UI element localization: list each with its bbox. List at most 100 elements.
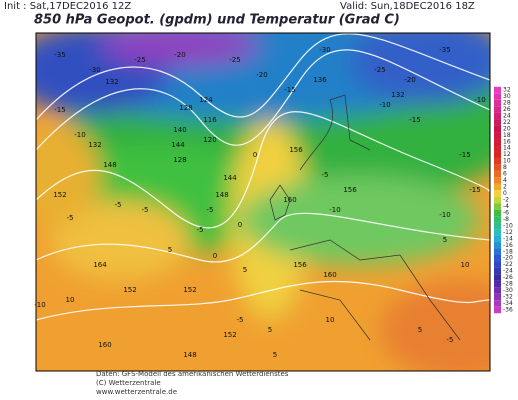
contour-label: 152 <box>183 286 196 294</box>
contour-label: 164 <box>93 261 107 269</box>
colorbar-label: 24 <box>503 112 511 119</box>
contour-label: -10 <box>329 206 340 214</box>
map <box>36 33 490 371</box>
contour-label: -15 <box>54 106 65 114</box>
contour-label: -35 <box>54 51 65 59</box>
colorbar-label: -32 <box>503 294 513 301</box>
colorbar-label: -6 <box>503 209 509 216</box>
contour-label: 5 <box>418 326 422 334</box>
colorbar-swatch <box>494 287 501 294</box>
colorbar-swatch <box>494 229 501 236</box>
colorbar-swatch <box>494 157 501 165</box>
footer-copyright: (C) Wetterzentrale <box>96 379 161 387</box>
contour-label: 148 <box>103 161 116 169</box>
colorbar-swatch <box>494 99 501 107</box>
contour-label: 156 <box>289 146 303 154</box>
colorbar-label: -16 <box>503 242 513 249</box>
contour-label: -25 <box>134 56 145 64</box>
contour-label: -25 <box>229 56 240 64</box>
contour-label: 0 <box>238 221 242 229</box>
contour-label: -10 <box>74 131 85 139</box>
contour-label: -5 <box>237 316 244 324</box>
contour-label: -15 <box>469 186 480 194</box>
contour-label: 124 <box>199 96 213 104</box>
contour-label: 5 <box>268 326 272 334</box>
colorbar-swatch <box>494 164 501 171</box>
footer-data: Daten: GFS-Modell des amerikanischen Wet… <box>96 370 289 378</box>
colorbar-label: 14 <box>503 145 511 152</box>
contour-label: 120 <box>203 136 216 144</box>
map-frame <box>35 32 491 372</box>
contour-label: 10 <box>66 296 75 304</box>
colorbar-label: -12 <box>503 229 513 236</box>
contour-label: -5 <box>447 336 454 344</box>
contour-label: 152 <box>123 286 136 294</box>
contour-label: -5 <box>115 201 122 209</box>
colorbar-swatch <box>494 177 501 184</box>
contour-label: 128 <box>173 156 186 164</box>
colorbar-swatch <box>494 306 501 314</box>
contour-label: -25 <box>374 66 385 74</box>
colorbar-swatch <box>494 300 501 307</box>
colorbar-swatch <box>494 209 501 217</box>
colorbar-label: -2 <box>503 197 509 204</box>
colorbar-swatch <box>494 125 501 133</box>
contour-label: 5 <box>168 246 172 254</box>
contour-label: 160 <box>283 196 296 204</box>
colorbar-swatch <box>494 119 501 126</box>
colorbar-swatch <box>494 145 501 152</box>
valid-time: Valid: Sun,18DEC2016 18Z <box>340 1 475 12</box>
colorbar-label: -28 <box>503 281 513 288</box>
contour-label: -10 <box>439 211 450 219</box>
contour-label: -15 <box>459 151 470 159</box>
contour-label: 144 <box>223 174 237 182</box>
colorbar-swatch <box>494 242 501 249</box>
contour-label: -20 <box>256 71 267 79</box>
contour-label: -10 <box>34 301 45 309</box>
contour-label: -5 <box>207 206 214 214</box>
colorbar-label: -14 <box>503 235 513 242</box>
colorbar-swatch <box>494 138 501 145</box>
colorbar-label: 30 <box>503 93 511 100</box>
contour-label: -15 <box>284 86 295 94</box>
footer-url: www.wetterzentrale.de <box>96 388 177 396</box>
contour-label: 152 <box>223 331 236 339</box>
colorbar-swatch <box>494 293 501 301</box>
contour-label: -5 <box>322 171 329 179</box>
colorbar-label: 32 <box>503 87 511 94</box>
colorbar-label: 12 <box>503 151 511 158</box>
colorbar-label: 4 <box>503 177 507 184</box>
contour-label: -30 <box>319 46 330 54</box>
colorbar-swatch <box>494 151 501 158</box>
colorbar-label: -4 <box>503 203 509 210</box>
map-title: 850 hPa Geopot. (gpdm) und Temperatur (G… <box>34 13 400 28</box>
colorbar-label: -34 <box>503 300 513 307</box>
colorbar-swatch <box>494 132 501 139</box>
contour-label: -20 <box>404 76 415 84</box>
contour-label: -15 <box>409 116 420 124</box>
colorbar-label: -22 <box>503 261 513 268</box>
contour-label: 0 <box>253 151 257 159</box>
colorbar-label: -36 <box>503 307 513 314</box>
colorbar-label: -20 <box>503 255 513 262</box>
contour-label: 156 <box>293 261 307 269</box>
colorbar-swatch <box>494 216 501 223</box>
colorbar-swatch <box>494 106 501 113</box>
contour-label: 5 <box>243 266 247 274</box>
colorbar-swatch <box>494 112 501 120</box>
contour-label: 152 <box>53 191 66 199</box>
init-time: Init : Sat,17DEC2016 12Z <box>4 1 131 12</box>
contour-label: 160 <box>323 271 336 279</box>
colorbar-swatch <box>494 190 501 197</box>
contour-label: 0 <box>213 252 217 260</box>
contour-label: 132 <box>88 141 101 149</box>
contour-label: -10 <box>379 101 390 109</box>
contour-label: -5 <box>67 214 74 222</box>
contour-label: -10 <box>474 96 485 104</box>
colorbar-label: 2 <box>503 184 507 191</box>
contour-label: 132 <box>105 78 118 86</box>
contour-label: 140 <box>173 126 186 134</box>
contour-label: 160 <box>98 341 111 349</box>
colorbar-swatch <box>494 222 501 230</box>
colorbar-swatch <box>494 170 501 178</box>
